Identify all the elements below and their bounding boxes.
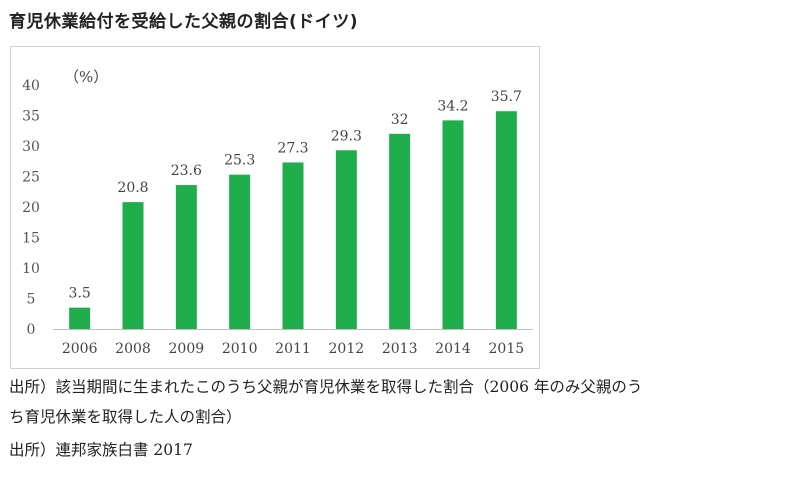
bar-2006 (69, 307, 91, 329)
bar-2015 (495, 111, 517, 329)
bar-2010 (229, 174, 251, 329)
chart-frame: 0 5 10 15 20 25 30 35 40 （%） 3.5 2006 20.8 2008 23.6 20… (10, 46, 540, 369)
x-tick-label-2008: 2008 (115, 341, 151, 357)
y-tick-label: 0 (27, 322, 36, 338)
bar-2013 (389, 133, 411, 329)
bar-2008 (122, 202, 144, 329)
data-label-2014: 34.2 (437, 98, 468, 114)
data-label-2010: 25.3 (224, 153, 255, 169)
y-tick-label: 25 (22, 170, 40, 186)
x-tick-label-2009: 2009 (169, 341, 205, 357)
y-unit-label: （%） (64, 68, 108, 86)
y-tick-label: 40 (22, 78, 40, 94)
y-tick-label: 30 (22, 139, 40, 155)
bar-2009 (175, 185, 197, 329)
data-label-2015: 35.7 (491, 89, 522, 105)
data-label-2009: 23.6 (171, 163, 202, 179)
source-note-line-2: ち育児休業を取得した人の割合） (9, 408, 242, 426)
y-tick-label: 20 (22, 200, 40, 216)
source-note-line-1: 出所）該当期間に生まれたこのうち父親が育児休業を取得した割合（2006 年のみ父… (9, 378, 643, 396)
bar-2011 (282, 162, 304, 329)
data-label-2006: 3.5 (69, 286, 91, 302)
page-title: 育児休業給付を受給した父親の割合(ドイツ) (9, 12, 359, 32)
bar-2014 (442, 120, 464, 329)
y-tick-label: 35 (22, 109, 40, 125)
data-label-2011: 27.3 (277, 140, 308, 156)
source-note-line-3: 出所）連邦家族白書 2017 (9, 441, 193, 459)
x-tick-label-2014: 2014 (435, 341, 471, 357)
x-tick-label-2010: 2010 (222, 341, 258, 357)
bar-chart: 0 5 10 15 20 25 30 35 40 （%） 3.5 2006 20.8 2008 23.6 20… (22, 68, 533, 357)
x-tick-label-2006: 2006 (62, 341, 98, 357)
bar-2012 (335, 150, 357, 329)
y-tick-label: 5 (27, 292, 36, 308)
data-label-2013: 32 (391, 112, 409, 128)
x-tick-label-2011: 2011 (275, 341, 311, 357)
data-label-2012: 29.3 (331, 128, 362, 144)
x-tick-label-2012: 2012 (329, 341, 365, 357)
data-label-2008: 20.8 (117, 180, 148, 196)
x-tick-label-2013: 2013 (382, 341, 418, 357)
y-tick-label: 15 (22, 231, 40, 247)
x-tick-label-2015: 2015 (489, 341, 525, 357)
y-tick-label: 10 (22, 261, 40, 277)
